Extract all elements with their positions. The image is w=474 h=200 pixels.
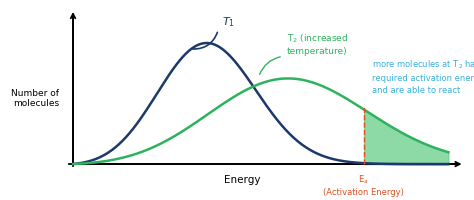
Text: E$_a$
(Activation Energy): E$_a$ (Activation Energy) <box>323 173 404 196</box>
Text: T$_1$: T$_1$ <box>222 15 236 29</box>
Text: Energy: Energy <box>224 175 261 184</box>
Text: T$_2$ (increased
temperature): T$_2$ (increased temperature) <box>287 33 348 56</box>
Text: more molecules at T$_2$ have
required activation energy
and are able to react: more molecules at T$_2$ have required ac… <box>372 58 474 94</box>
Text: Number of
molecules: Number of molecules <box>11 88 59 108</box>
